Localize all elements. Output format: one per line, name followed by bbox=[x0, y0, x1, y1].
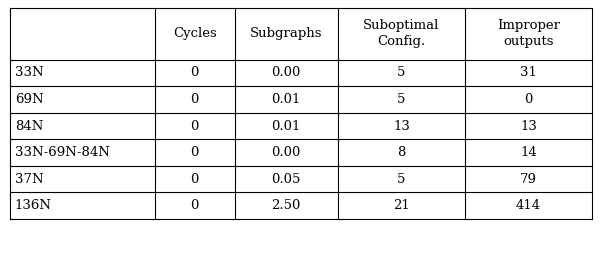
Text: 0: 0 bbox=[190, 120, 199, 133]
Text: 14: 14 bbox=[520, 146, 537, 159]
Text: 0.01: 0.01 bbox=[272, 120, 301, 133]
Text: Subgraphs: Subgraphs bbox=[250, 27, 323, 40]
Text: 5: 5 bbox=[397, 67, 406, 79]
Text: 37N: 37N bbox=[15, 173, 43, 186]
Text: 0.00: 0.00 bbox=[272, 146, 301, 159]
Text: 0: 0 bbox=[190, 146, 199, 159]
Text: 0.00: 0.00 bbox=[272, 67, 301, 79]
Text: 13: 13 bbox=[393, 120, 410, 133]
Text: 0: 0 bbox=[190, 93, 199, 106]
Text: 79: 79 bbox=[520, 173, 537, 186]
Text: Suboptimal
Config.: Suboptimal Config. bbox=[363, 19, 439, 48]
Text: 0: 0 bbox=[524, 93, 533, 106]
Text: 33N-69N-84N: 33N-69N-84N bbox=[15, 146, 110, 159]
Text: 33N: 33N bbox=[15, 67, 43, 79]
Text: 21: 21 bbox=[393, 199, 410, 212]
Text: 5: 5 bbox=[397, 93, 406, 106]
Text: 136N: 136N bbox=[15, 199, 52, 212]
Text: Cycles: Cycles bbox=[173, 27, 217, 40]
Text: 13: 13 bbox=[520, 120, 537, 133]
Text: 69N: 69N bbox=[15, 93, 43, 106]
Text: 2.50: 2.50 bbox=[272, 199, 301, 212]
Text: 84N: 84N bbox=[15, 120, 43, 133]
Text: 0: 0 bbox=[190, 67, 199, 79]
Text: 0.05: 0.05 bbox=[272, 173, 301, 186]
Text: 0: 0 bbox=[190, 199, 199, 212]
Text: 8: 8 bbox=[397, 146, 406, 159]
Text: 414: 414 bbox=[516, 199, 541, 212]
Text: 31: 31 bbox=[520, 67, 537, 79]
Text: 5: 5 bbox=[397, 173, 406, 186]
Text: Improper
outputs: Improper outputs bbox=[497, 19, 560, 48]
Text: 0.01: 0.01 bbox=[272, 93, 301, 106]
Text: 0: 0 bbox=[190, 173, 199, 186]
